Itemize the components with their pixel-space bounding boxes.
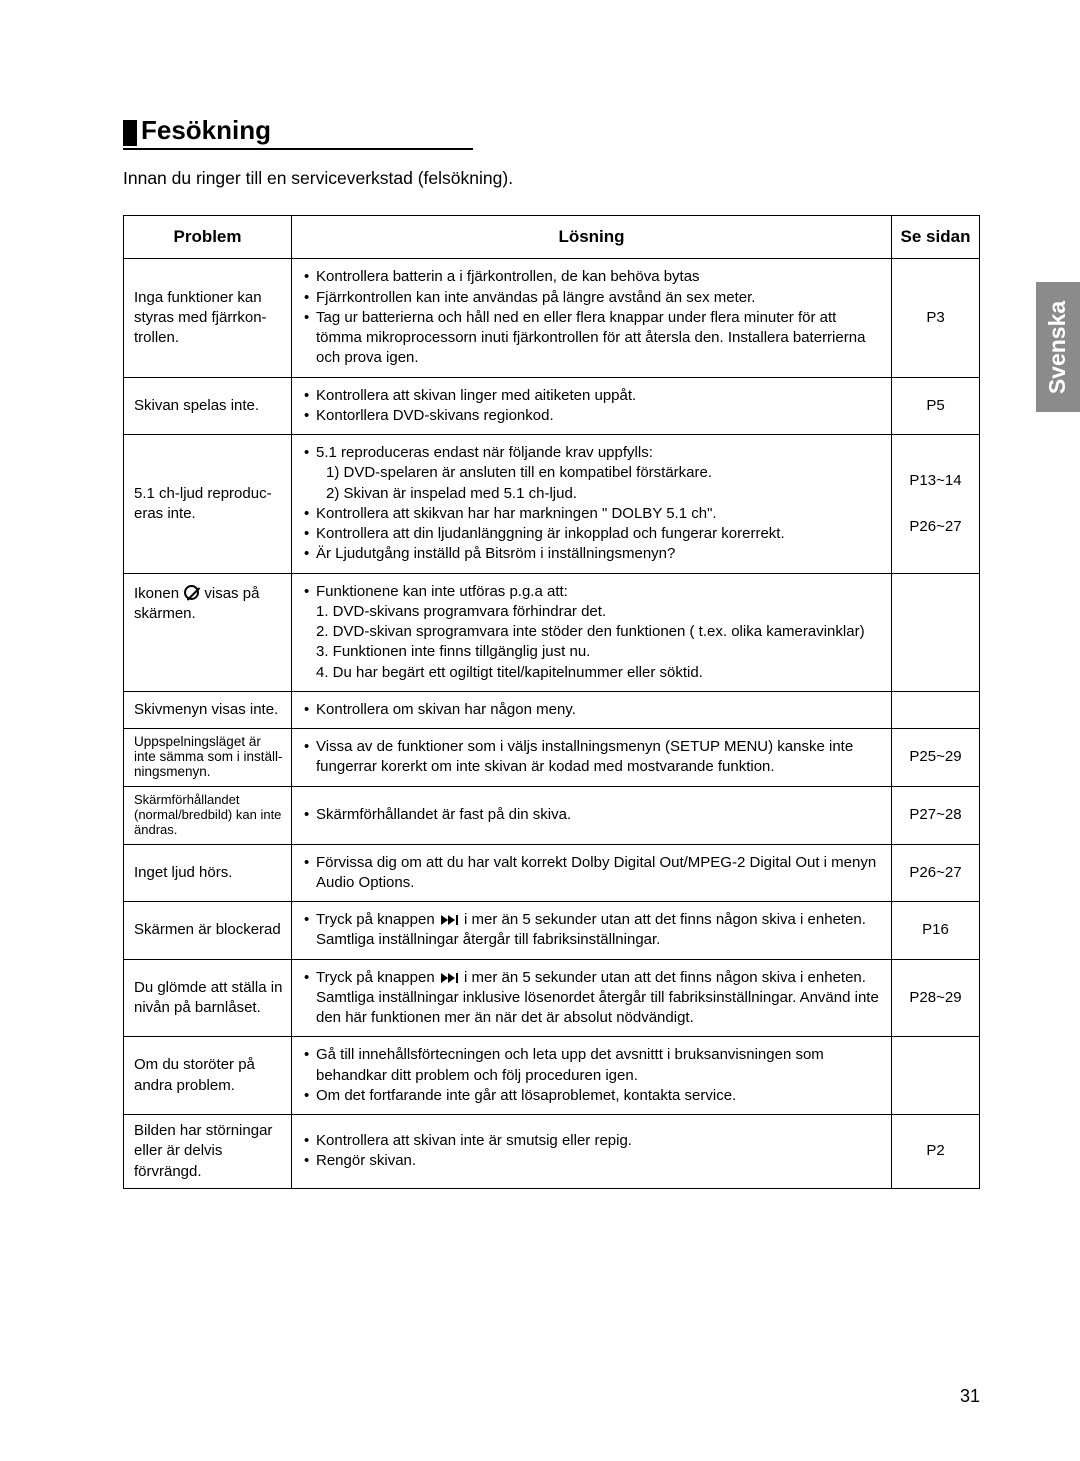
table-row: Skärmförhållandet (normal/bredbild) kan … <box>124 786 980 844</box>
header-page: Se sidan <box>892 215 980 259</box>
problem-cell: Du glömde att ställa in nivån på barnlås… <box>124 959 292 1037</box>
prohibit-icon <box>184 585 199 600</box>
page-ref-cell: P27~28 <box>892 786 980 844</box>
problem-cell: Skivan spelas inte. <box>124 377 292 435</box>
table-header-row: Problem Lösning Se sidan <box>124 215 980 259</box>
problem-cell: Skärmen är blockerad <box>124 902 292 960</box>
table-row: Skärmen är blockeradTryck på knappen i m… <box>124 902 980 960</box>
page-ref-cell: P3 <box>892 259 980 377</box>
page-ref-cell: P16 <box>892 902 980 960</box>
solution-cell: Skärmförhållandet är fast på din skiva. <box>292 786 892 844</box>
solution-cell: Kontrollera att skivan inte är smutsig e… <box>292 1115 892 1189</box>
section-title-row: Fesökning <box>123 115 473 150</box>
solution-cell: Förvissa dig om att du har valt korrekt … <box>292 844 892 902</box>
solution-cell: Kontrollera batterin a i fjärkontrollen,… <box>292 259 892 377</box>
solution-cell: Funktionene kan inte utföras p.g.a att:1… <box>292 573 892 691</box>
problem-cell: Ikonen visas på skärmen. <box>124 573 292 691</box>
table-row: Uppspelningsläget är inte sämma som i in… <box>124 729 980 787</box>
problem-cell: Om du storöter på andra problem. <box>124 1037 292 1115</box>
solution-cell: 5.1 reproduceras endast när följande kra… <box>292 435 892 574</box>
table-row: Du glömde att ställa in nivån på barnlås… <box>124 959 980 1037</box>
page-ref-cell: P26~27 <box>892 844 980 902</box>
problem-cell: Skivmenyn visas inte. <box>124 691 292 728</box>
problem-cell: Skärmförhållandet (normal/bredbild) kan … <box>124 786 292 844</box>
page-ref-cell: P5 <box>892 377 980 435</box>
table-row: Skivmenyn visas inte.Kontrollera om skiv… <box>124 691 980 728</box>
section-title: Fesökning <box>141 115 271 146</box>
solution-cell: Gå till innehållsförtecningen och leta u… <box>292 1037 892 1115</box>
problem-cell: Uppspelningsläget är inte sämma som i in… <box>124 729 292 787</box>
problem-cell: 5.1 ch-ljud reproduc-eras inte. <box>124 435 292 574</box>
page-ref-cell <box>892 691 980 728</box>
solution-cell: Kontrollera om skivan har någon meny. <box>292 691 892 728</box>
solution-cell: Vissa av de funktioner som i väljs insta… <box>292 729 892 787</box>
fast-forward-icon <box>441 915 458 925</box>
page-number: 31 <box>960 1386 980 1407</box>
table-row: Ikonen visas på skärmen.Funktionene kan … <box>124 573 980 691</box>
title-bar-icon <box>123 120 137 146</box>
table-row: Bilden har störningar eller är delvis fö… <box>124 1115 980 1189</box>
intro-text: Innan du ringer till en serviceverkstad … <box>123 168 980 189</box>
solution-cell: Kontrollera att skivan linger med aitike… <box>292 377 892 435</box>
page-content: Fesökning Innan du ringer till en servic… <box>0 0 1080 1189</box>
problem-cell: Inga funktioner kan styras med fjärrkon-… <box>124 259 292 377</box>
header-problem: Problem <box>124 215 292 259</box>
solution-cell: Tryck på knappen i mer än 5 sekunder uta… <box>292 902 892 960</box>
table-row: Inget ljud hörs.Förvissa dig om att du h… <box>124 844 980 902</box>
page-ref-cell: P13~14P26~27 <box>892 435 980 574</box>
header-solution: Lösning <box>292 215 892 259</box>
page-ref-cell: P2 <box>892 1115 980 1189</box>
page-ref-cell <box>892 573 980 691</box>
table-row: Inga funktioner kan styras med fjärrkon-… <box>124 259 980 377</box>
page-ref-cell <box>892 1037 980 1115</box>
page-ref-cell: P25~29 <box>892 729 980 787</box>
table-row: Om du storöter på andra problem.Gå till … <box>124 1037 980 1115</box>
table-row: 5.1 ch-ljud reproduc-eras inte.5.1 repro… <box>124 435 980 574</box>
solution-cell: Tryck på knappen i mer än 5 sekunder uta… <box>292 959 892 1037</box>
table-row: Skivan spelas inte.Kontrollera att skiva… <box>124 377 980 435</box>
problem-cell: Inget ljud hörs. <box>124 844 292 902</box>
fast-forward-icon <box>441 973 458 983</box>
problem-cell: Bilden har störningar eller är delvis fö… <box>124 1115 292 1189</box>
troubleshooting-table: Problem Lösning Se sidan Inga funktioner… <box>123 215 980 1189</box>
page-ref-cell: P28~29 <box>892 959 980 1037</box>
